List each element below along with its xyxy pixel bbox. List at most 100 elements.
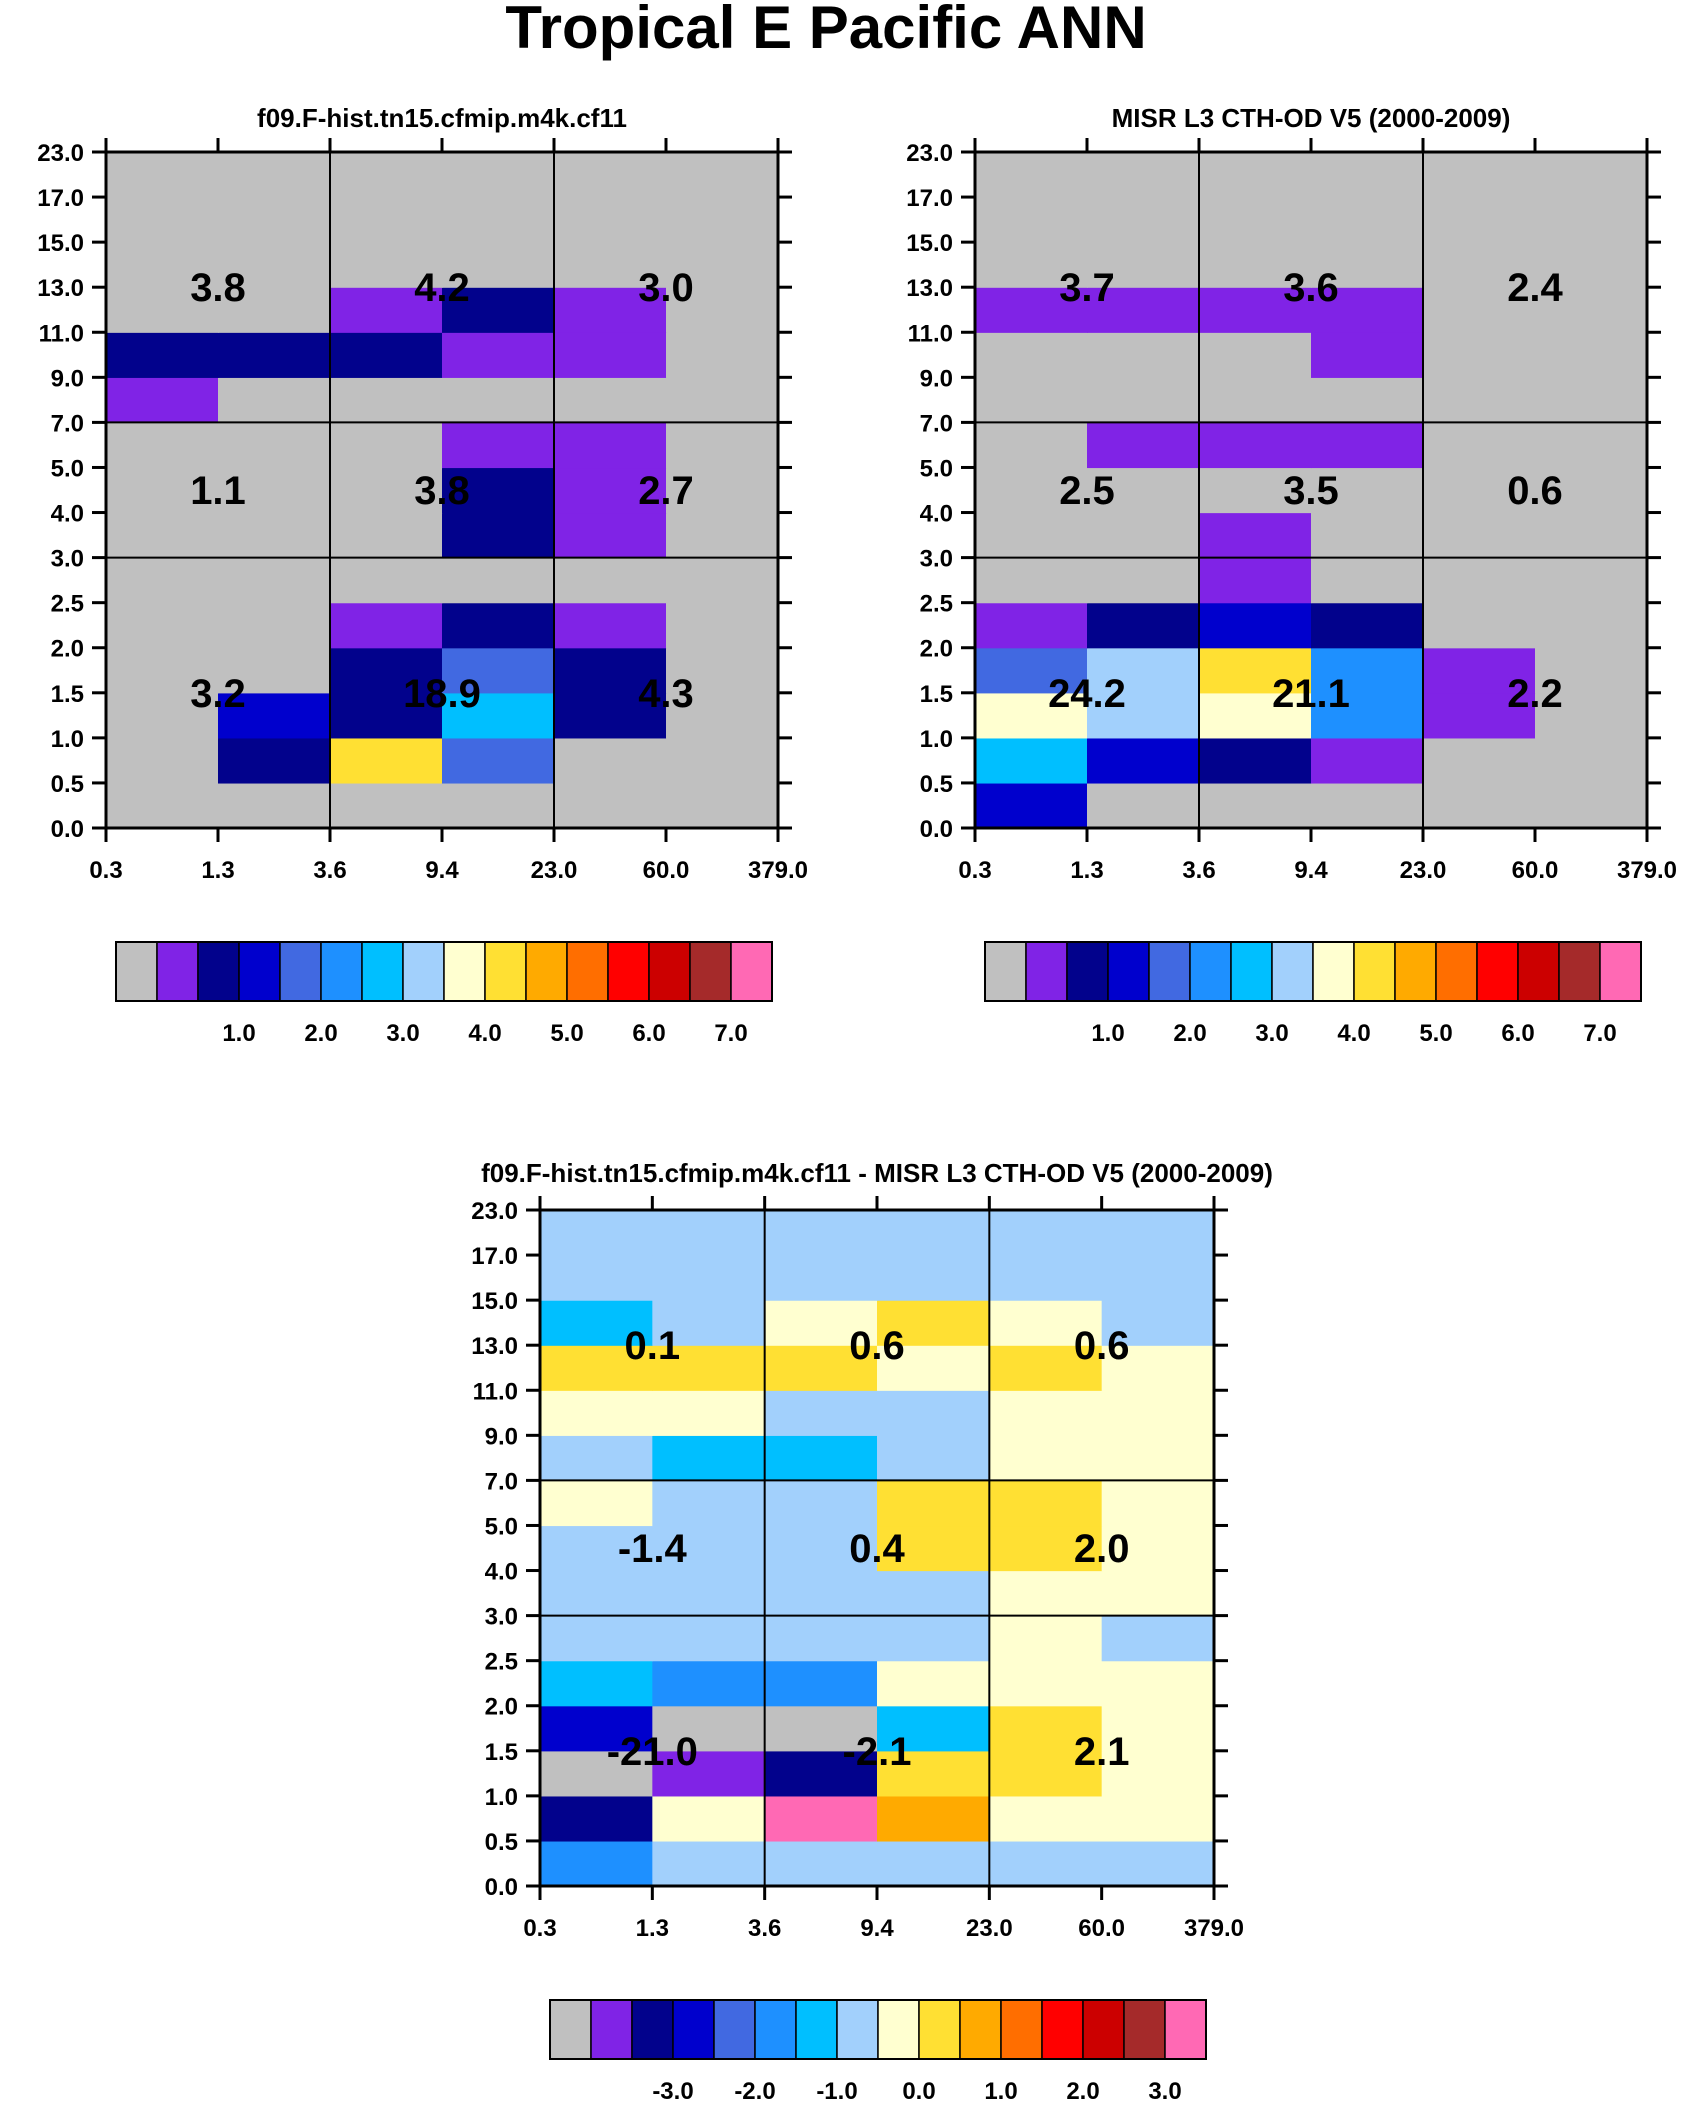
group-total-label: 3.5: [1283, 469, 1339, 513]
heatmap-cell: [554, 152, 667, 198]
heatmap-cell: [540, 1795, 653, 1842]
heatmap-cell: [1423, 557, 1536, 604]
heatmap-cell: [989, 1660, 1103, 1707]
heatmap-cell: [989, 1840, 1103, 1887]
heatmap-cell: [1199, 467, 1312, 514]
group-total-label: 24.2: [1048, 672, 1126, 716]
colorbar: 1.0 2.0 3.0 4.0 5.0 6.0 7.0: [115, 941, 773, 1047]
colorbar-swatch: [984, 941, 1027, 1002]
heatmap-cell: [877, 1525, 990, 1572]
y-tick-label: 15.0: [37, 230, 84, 257]
heatmap-cell: [442, 287, 555, 333]
heatmap-cell: [989, 1480, 1103, 1527]
x-tick-label: 9.4: [425, 857, 459, 884]
panel-diff: f09.F-hist.tn15.cfmip.m4k.cf11 - MISR L3…: [471, 1158, 1273, 2105]
colorbar-swatch: [689, 941, 732, 1002]
heatmap-cell: [1101, 1255, 1215, 1301]
heatmap-cell: [1311, 512, 1424, 559]
heatmap-cell: [666, 152, 779, 198]
y-tick-label: 0.5: [485, 1829, 518, 1856]
heatmap-cell: [877, 1300, 990, 1346]
heatmap-cell: [1199, 647, 1312, 694]
heatmap-cell: [989, 1525, 1103, 1572]
x-tick-label: 0.3: [89, 857, 122, 884]
y-tick-label: 7.0: [485, 1468, 518, 1495]
heatmap-cell: [330, 512, 443, 559]
heatmap-cell: [652, 1615, 766, 1662]
heatmap-cell: [1087, 512, 1200, 559]
x-tick-label: 379.0: [748, 857, 808, 884]
group-total-label: 4.2: [414, 266, 470, 310]
heatmap-cell: [1311, 197, 1424, 243]
colorbar-swatch: [1394, 941, 1437, 1002]
heatmap-cell: [330, 332, 443, 378]
group-total-label: 2.7: [638, 469, 694, 513]
heatmap-cell: [106, 557, 219, 604]
heatmap-cell: [1535, 782, 1648, 829]
heatmap-cell: [106, 152, 219, 198]
heatmap-cell: [975, 692, 1088, 739]
colorbar-swatch: [1025, 941, 1068, 1002]
colorbar-tick-label: 5.0: [1419, 1020, 1452, 1047]
heatmap-cell: [442, 512, 555, 559]
colorbar-swatch: [525, 941, 568, 1002]
heatmap-cell: [877, 1210, 990, 1256]
heatmap-cell: [975, 647, 1088, 694]
heatmap-cell: [1087, 422, 1200, 469]
heatmap-cell: [218, 602, 331, 649]
heatmap-cell: [1311, 692, 1424, 739]
heatmap-cell: [1087, 647, 1200, 694]
heatmap-cell: [1101, 1570, 1215, 1617]
heatmap-cell: [442, 242, 555, 288]
heatmap-cell: [764, 1435, 878, 1481]
heatmap-cell: [1199, 422, 1312, 469]
heatmap-cell: [1087, 557, 1200, 604]
heatmap-cell: [106, 467, 219, 514]
colorbar-swatch: [1164, 1999, 1207, 2060]
heatmap-cell: [652, 1255, 766, 1301]
heatmap-cell: [540, 1525, 653, 1572]
colorbar-swatch: [754, 1999, 797, 2060]
colorbar-swatch: [1148, 941, 1191, 1002]
heatmap-cell: [764, 1615, 878, 1662]
heatmap-cell: [442, 197, 555, 243]
heatmap-cell: [1101, 1345, 1215, 1391]
group-total-label: -1.4: [618, 1527, 688, 1571]
y-tick-label: 1.5: [51, 681, 84, 708]
heatmap-cell: [1423, 692, 1536, 739]
heatmap-cell: [1423, 602, 1536, 649]
colorbar-swatch: [279, 941, 322, 1002]
heatmap-cell: [1199, 512, 1312, 559]
heatmap-cell: [1101, 1435, 1215, 1481]
heatmap-cell: [1423, 647, 1536, 694]
heatmap-cell: [652, 1390, 766, 1436]
heatmap-cell: [652, 1660, 766, 1707]
heatmap-cell: [666, 602, 779, 649]
heatmap-cell: [218, 692, 331, 739]
colorbar-swatch: [1123, 1999, 1166, 2060]
heatmap-cell: [1311, 467, 1424, 514]
colorbar-swatch: [1066, 941, 1109, 1002]
heatmap-cell: [877, 1480, 990, 1527]
y-tick-label: 5.0: [920, 455, 953, 482]
heatmap-cell: [1311, 377, 1424, 423]
y-tick-label: 13.0: [37, 275, 84, 302]
heatmap-cell: [1101, 1840, 1215, 1887]
heatmap-cell: [330, 287, 443, 333]
heatmap-cell: [330, 557, 443, 604]
heatmap-cell: [975, 287, 1088, 333]
heatmap-cell: [652, 1345, 766, 1391]
heatmap-cell: [106, 287, 219, 333]
heatmap-cell: [218, 377, 331, 423]
heatmap-cell: [1199, 692, 1312, 739]
heatmap-cell: [1423, 152, 1536, 198]
heatmap-cell: [877, 1570, 990, 1617]
heatmap-cell: [877, 1345, 990, 1391]
heatmap-cell: [1101, 1660, 1215, 1707]
y-tick-label: 1.0: [51, 726, 84, 753]
colorbar-swatch: [566, 941, 609, 1002]
heatmap-cell: [764, 1750, 878, 1797]
y-tick-label: 5.0: [485, 1513, 518, 1540]
heatmap-cell: [1087, 242, 1200, 288]
heatmap-cell: [1535, 377, 1648, 423]
